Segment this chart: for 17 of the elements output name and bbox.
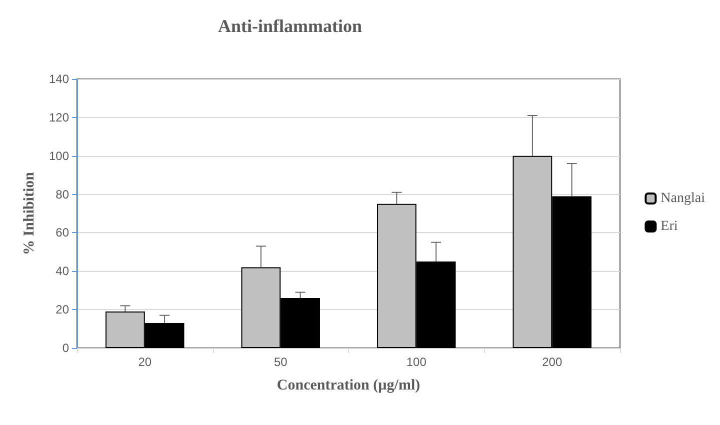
x-axis-title: Concentration (µg/ml) [276,378,420,394]
x-tick-label: 200 [542,355,562,369]
y-axis-title: % Inhibition [22,171,38,255]
y-tick-label: 20 [56,302,70,317]
x-tick-label: 20 [138,355,152,369]
y-tick-label: 120 [48,110,70,124]
x-tick-label: 50 [274,355,288,369]
chart-title: Anti-inflammation [218,16,362,36]
y-tick-label: 60 [56,226,70,240]
y-tick-label: 100 [48,148,70,163]
legend-label: Nanglai [660,191,706,206]
y-tick-label: 140 [48,72,70,86]
x-tick-label: 100 [406,355,427,369]
legend-label: Eri [660,219,678,234]
y-tick-label: 0 [62,341,70,355]
y-tick-label: 80 [56,187,70,202]
y-tick-label: 40 [56,264,70,278]
